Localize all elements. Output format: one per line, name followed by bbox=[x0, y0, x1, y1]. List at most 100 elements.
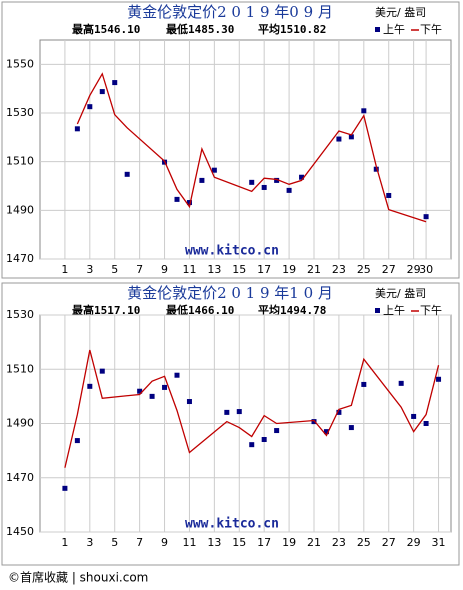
y-tick-label: 1470 bbox=[6, 252, 34, 265]
x-tick-label: 1 bbox=[61, 263, 68, 276]
point bbox=[423, 421, 429, 426]
point bbox=[261, 437, 267, 443]
point bbox=[236, 409, 242, 415]
point bbox=[336, 136, 342, 142]
point bbox=[386, 192, 392, 198]
watermark: www.kitco.cn bbox=[185, 244, 279, 259]
point bbox=[261, 184, 267, 190]
x-tick-label: 23 bbox=[332, 263, 346, 276]
point bbox=[361, 108, 367, 114]
x-tick-label: 19 bbox=[282, 263, 296, 276]
point bbox=[336, 409, 342, 415]
y-tick-label: 1550 bbox=[6, 57, 34, 70]
point bbox=[124, 171, 130, 177]
stat: 最低1466.10 bbox=[166, 303, 234, 317]
point bbox=[423, 214, 429, 220]
point bbox=[74, 126, 80, 132]
point bbox=[211, 167, 217, 173]
chart-title: 黄金伦敦定价2 0 1 9 年1 0 月 bbox=[127, 284, 333, 302]
point bbox=[162, 384, 168, 390]
point bbox=[299, 174, 305, 180]
series-line bbox=[64, 349, 440, 468]
point bbox=[99, 89, 105, 95]
point bbox=[249, 442, 255, 448]
plot-area bbox=[39, 39, 452, 260]
point bbox=[286, 187, 292, 193]
point bbox=[348, 134, 354, 140]
x-tick-label: 15 bbox=[232, 536, 246, 549]
x-tick-label: 19 bbox=[282, 536, 296, 549]
point bbox=[186, 399, 192, 405]
point bbox=[199, 177, 205, 183]
x-tick-label: 27 bbox=[382, 263, 396, 276]
point bbox=[311, 419, 317, 425]
x-tick-label: 29 bbox=[407, 536, 421, 549]
point bbox=[99, 368, 105, 374]
x-tick-label: 17 bbox=[257, 263, 271, 276]
x-tick-label: 3 bbox=[86, 263, 93, 276]
legend-label: 上午 bbox=[383, 23, 405, 36]
watermark: www.kitco.cn bbox=[185, 517, 279, 532]
y-tick-label: 1470 bbox=[6, 471, 34, 484]
legend-marker bbox=[375, 308, 380, 313]
stat: 平均1510.82 bbox=[258, 22, 326, 36]
point bbox=[186, 200, 192, 206]
point bbox=[274, 177, 280, 183]
x-tick-label: 11 bbox=[182, 263, 196, 276]
point bbox=[137, 388, 143, 394]
x-tick-label: 3 bbox=[86, 536, 93, 549]
point bbox=[348, 425, 354, 431]
point bbox=[373, 166, 379, 172]
y-tick-label: 1450 bbox=[6, 525, 34, 538]
point bbox=[87, 383, 93, 389]
point bbox=[323, 429, 329, 435]
stat: 最高1546.10 bbox=[72, 22, 140, 36]
y-tick-label: 1490 bbox=[6, 203, 34, 216]
x-tick-label: 31 bbox=[432, 536, 446, 549]
legend-marker bbox=[375, 27, 380, 32]
x-tick-label: 30 bbox=[419, 263, 433, 276]
point bbox=[62, 485, 68, 491]
x-tick-label: 27 bbox=[382, 536, 396, 549]
legend-label: 下午 bbox=[420, 304, 442, 317]
point bbox=[112, 80, 118, 86]
x-tick-label: 13 bbox=[207, 536, 221, 549]
x-tick-label: 15 bbox=[232, 263, 246, 276]
stat: 最低1485.30 bbox=[166, 22, 234, 36]
point bbox=[249, 179, 255, 185]
x-tick-label: 11 bbox=[182, 536, 196, 549]
point bbox=[149, 393, 155, 399]
x-tick-label: 21 bbox=[307, 263, 321, 276]
x-tick-label: 29 bbox=[407, 263, 421, 276]
point bbox=[361, 381, 367, 387]
x-tick-label: 21 bbox=[307, 536, 321, 549]
unit: 美元/ 盎司 bbox=[375, 286, 426, 300]
point bbox=[174, 372, 180, 378]
point bbox=[436, 376, 442, 382]
legend-label: 下午 bbox=[420, 23, 442, 36]
x-tick-label: 25 bbox=[357, 263, 371, 276]
point bbox=[87, 104, 93, 110]
legend-label: 上午 bbox=[383, 304, 405, 317]
x-tick-label: 23 bbox=[332, 536, 346, 549]
footer: ©首席收藏 | shouxi.com bbox=[8, 570, 148, 585]
stat: 最高1517.10 bbox=[72, 303, 140, 317]
x-tick-label: 13 bbox=[207, 263, 221, 276]
point bbox=[174, 196, 180, 202]
series-line bbox=[76, 72, 427, 223]
point bbox=[274, 428, 280, 434]
x-tick-label: 7 bbox=[136, 536, 143, 549]
x-tick-label: 5 bbox=[111, 536, 118, 549]
y-tick-label: 1510 bbox=[6, 155, 34, 168]
x-tick-label: 25 bbox=[357, 536, 371, 549]
x-tick-label: 17 bbox=[257, 536, 271, 549]
y-tick-label: 1490 bbox=[6, 417, 34, 430]
point bbox=[411, 413, 417, 419]
y-tick-label: 1530 bbox=[6, 308, 34, 321]
point bbox=[398, 380, 404, 386]
y-tick-label: 1530 bbox=[6, 106, 34, 119]
x-tick-label: 7 bbox=[136, 263, 143, 276]
chart-title: 黄金伦敦定价2 0 1 9 年0 9 月 bbox=[127, 3, 333, 21]
y-tick-label: 1510 bbox=[6, 362, 34, 375]
